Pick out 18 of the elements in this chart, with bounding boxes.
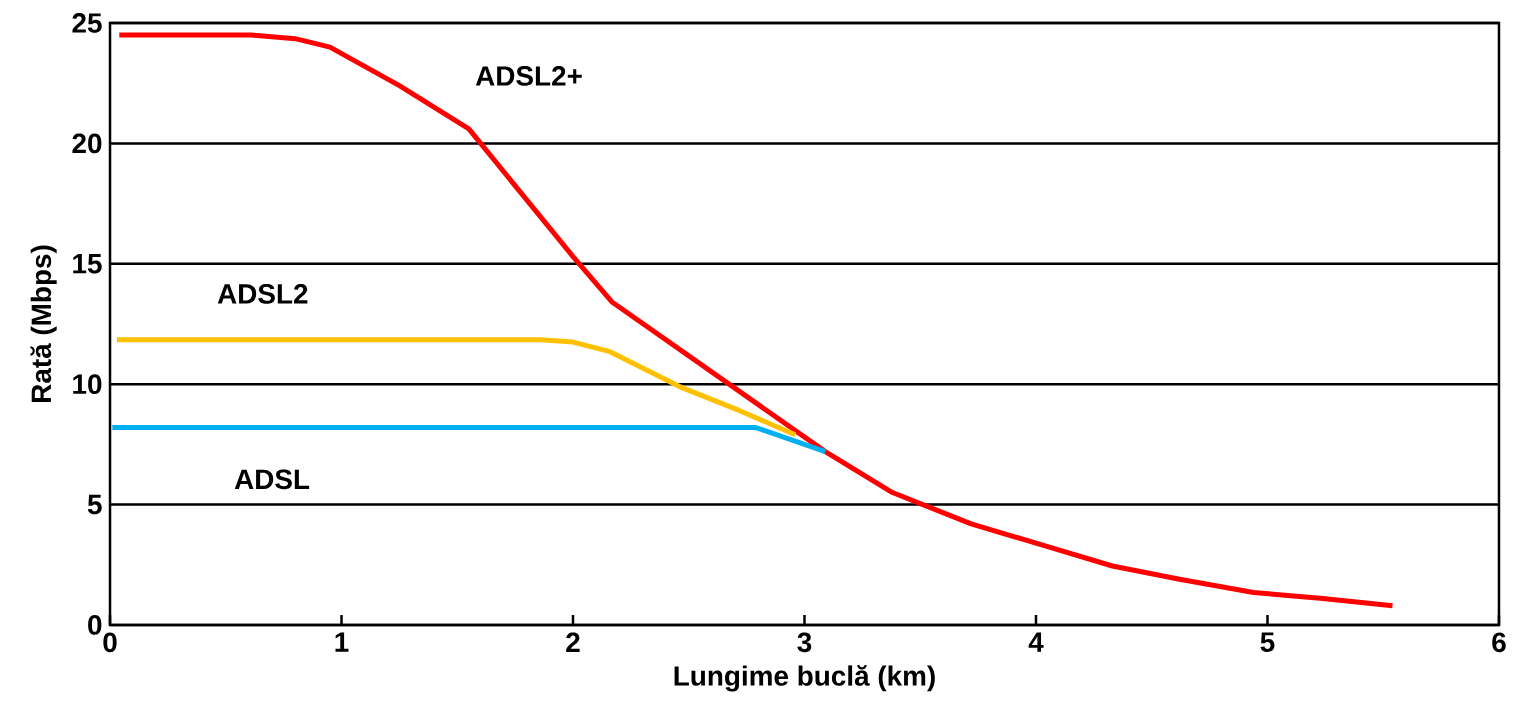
- x-tick-label: 4: [1028, 632, 1044, 652]
- x-tick-label: 0: [103, 632, 117, 653]
- series-label: ADSL2+: [475, 66, 582, 86]
- y-tick-label: 20: [72, 133, 102, 154]
- y-tick-label: 15: [73, 254, 102, 274]
- x-tick-label: 5: [1260, 632, 1275, 652]
- series-label: ADSL: [234, 469, 310, 490]
- y-tick-label: 10: [73, 374, 102, 395]
- x-tick-label: 3: [797, 632, 812, 653]
- x-tick-label: 2: [566, 632, 580, 652]
- x-axis-title: Lungime buclă (km): [674, 665, 935, 692]
- y-tick-label: 25: [72, 13, 102, 33]
- x-tick-label: 6: [1492, 632, 1506, 653]
- x-tick-label: 1: [335, 632, 349, 652]
- y-tick-label: 5: [87, 494, 102, 515]
- y-tick-label: 0: [88, 615, 102, 635]
- series-label: ADSL2: [217, 284, 308, 304]
- y-axis-title: Rată (Mbps): [30, 245, 57, 402]
